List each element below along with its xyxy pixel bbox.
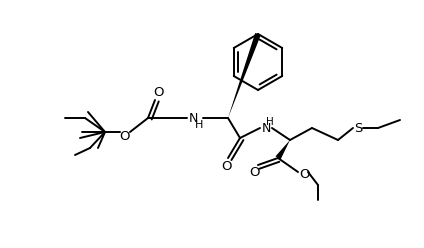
Text: O: O [249,166,259,180]
Text: N: N [261,122,271,134]
Text: S: S [354,122,362,134]
Text: O: O [299,167,309,181]
Polygon shape [228,33,261,118]
Text: N: N [188,112,198,124]
Text: O: O [119,130,129,144]
Text: O: O [153,87,163,99]
Polygon shape [276,140,290,160]
Text: H: H [195,120,203,130]
Text: H: H [266,117,274,127]
Text: O: O [221,159,231,173]
